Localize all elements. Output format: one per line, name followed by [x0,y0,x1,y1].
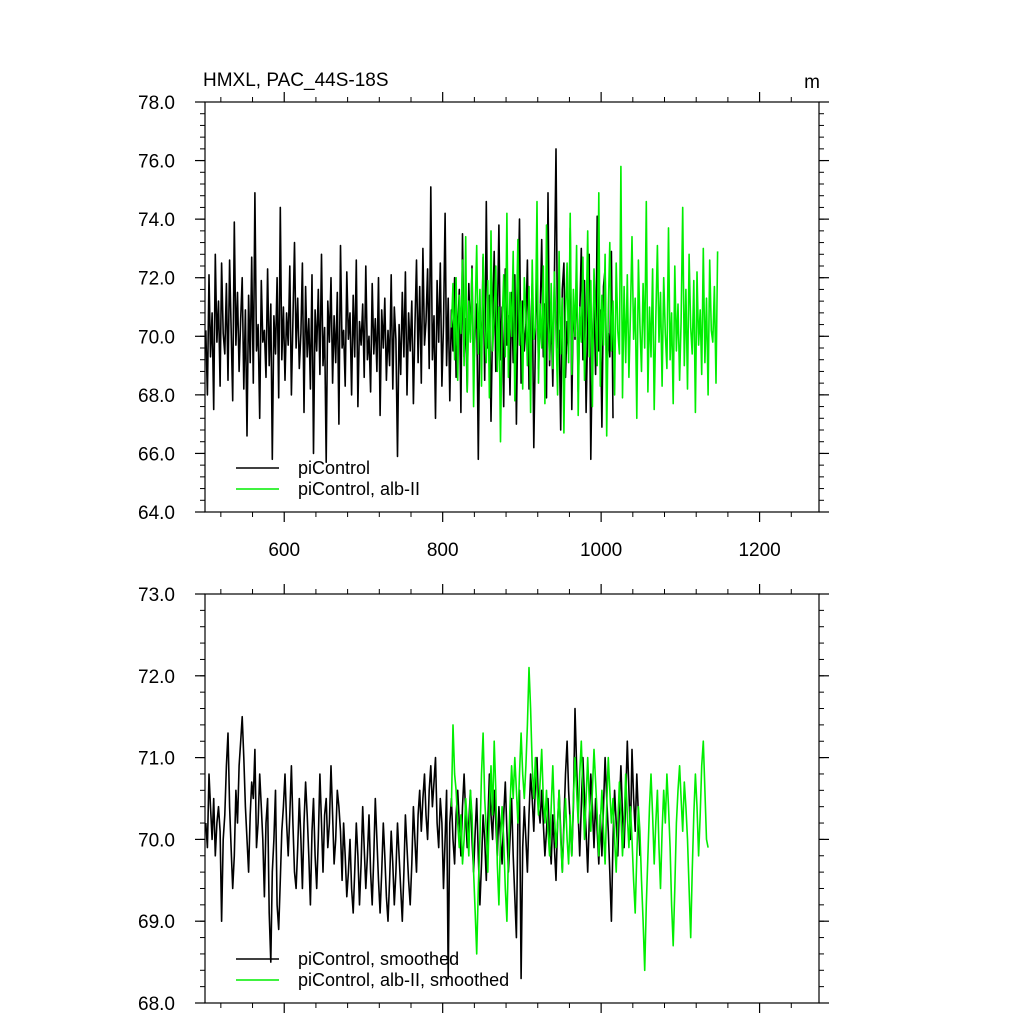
y-tick-label: 78.0 [138,93,175,114]
y-tick-label: 73.0 [138,585,175,606]
units-label: m [804,72,820,93]
y-tick-label: 70.0 [138,830,175,851]
top-ticks: 600 800 1000 1200 64.0 66.0 68.0 70.0 72.0 74.0 76… [138,92,829,561]
x-tick-label: 800 [427,540,459,561]
legend-label-albII: piControl, alb-II [298,479,420,499]
bottom-panel-smoothed: 68.0 69.0 70.0 71.0 72.0 73.0 piControl, smoo… [138,584,829,1015]
panel-title: HMXL, PAC_44S-18S [203,70,389,91]
y-tick-label: 72.0 [138,667,175,688]
top-plot-frame [204,101,820,513]
series-line-piControl [205,707,641,980]
series-line-albII [450,666,709,972]
y-tick-label: 72.0 [138,269,175,290]
bottom-plot-frame [204,593,820,1004]
y-tick-label: 68.0 [138,386,175,407]
y-tick-label: 70.0 [138,327,175,348]
y-tick-label: 64.0 [138,503,175,524]
bottom-ticks: 68.0 69.0 70.0 71.0 72.0 73.0 [138,584,829,1015]
y-tick-label: 76.0 [138,152,175,173]
legend-label-piControl: piControl, smoothed [298,949,459,969]
top-series-lines [205,148,719,464]
y-tick-label: 71.0 [138,749,175,770]
y-tick-label: 69.0 [138,912,175,933]
y-tick-label: 68.0 [138,994,175,1015]
legend-label-piControl: piControl [298,458,370,478]
y-tick-label: 74.0 [138,210,175,231]
top-panel-raw: HMXL, PAC_44S-18S m 600 800 1000 1200 64.0 66… [138,70,829,561]
legend-label-albII: piControl, alb-II, smoothed [298,970,509,990]
bottom-series-lines [205,666,709,980]
x-tick-label: 600 [268,540,300,561]
series-line-albII [450,165,719,443]
x-tick-label: 1200 [738,540,780,561]
x-tick-label: 1000 [580,540,622,561]
y-tick-label: 66.0 [138,444,175,465]
